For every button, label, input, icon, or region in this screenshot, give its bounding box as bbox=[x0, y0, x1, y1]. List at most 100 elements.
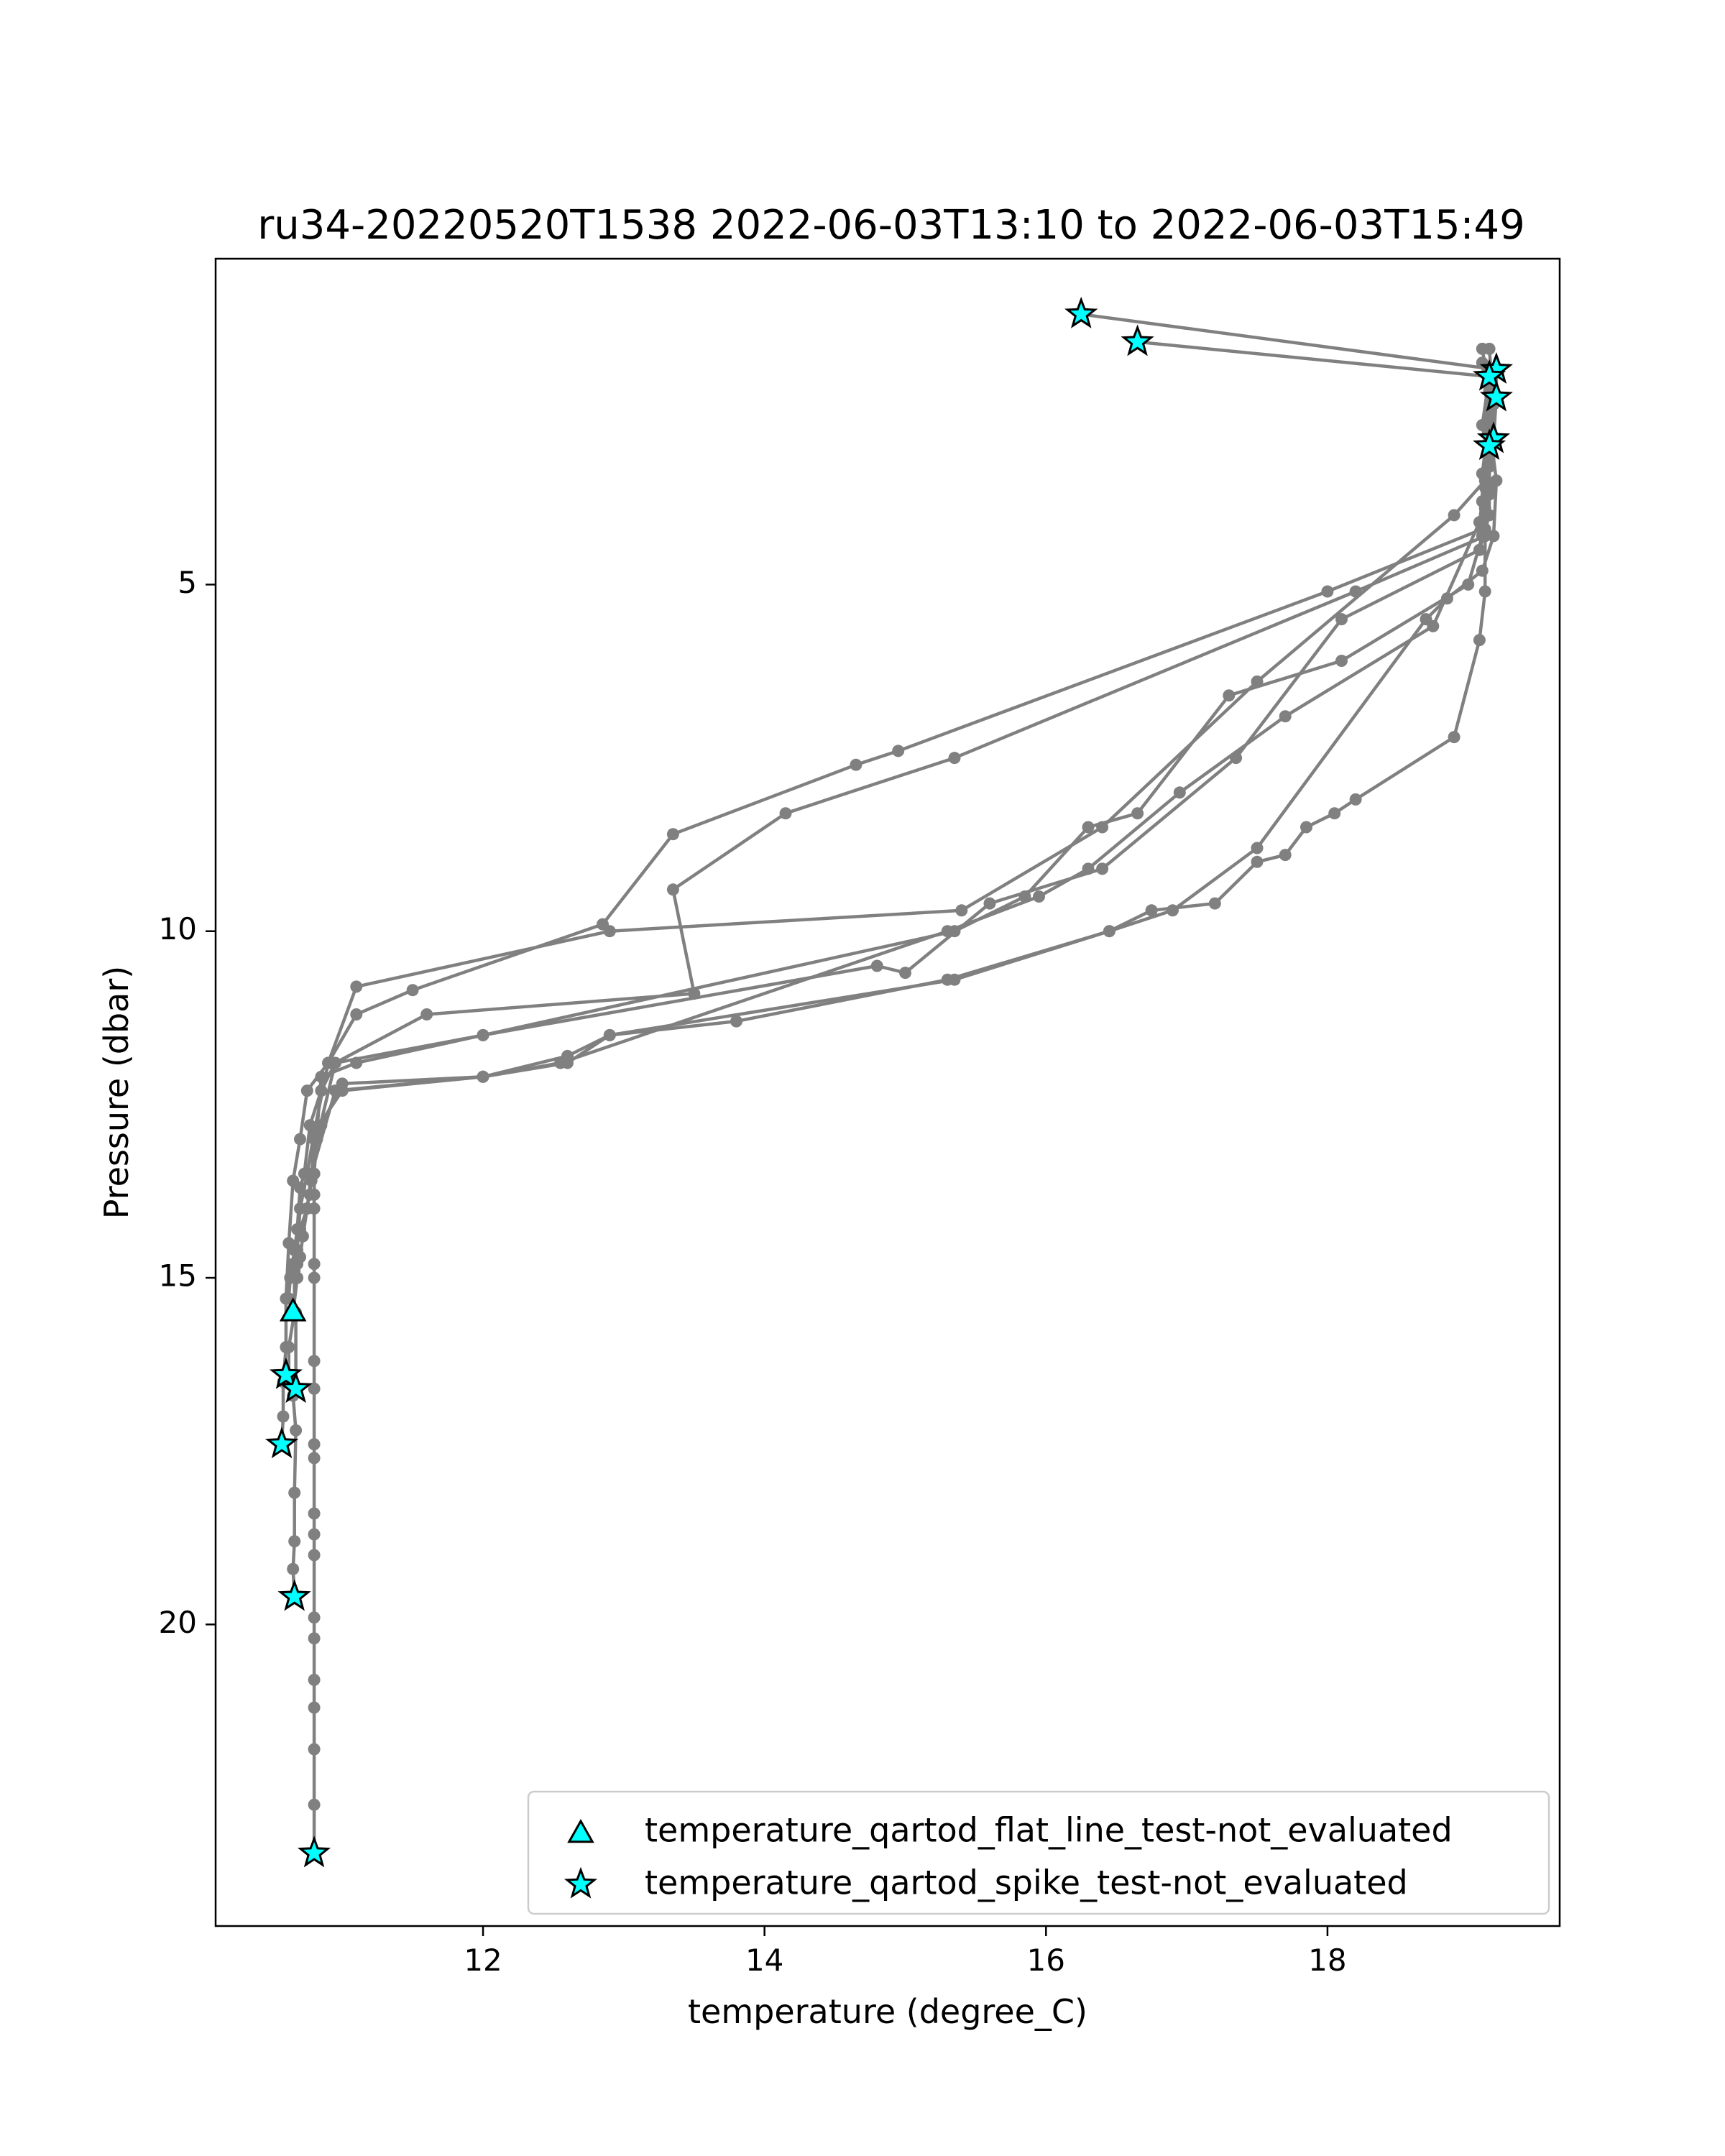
y-tick-label: 10 bbox=[159, 911, 197, 946]
profile-8-point bbox=[300, 1202, 313, 1215]
profile-3-point bbox=[420, 1008, 433, 1021]
profile-4-point bbox=[315, 1070, 328, 1083]
profile-6-point bbox=[1476, 467, 1489, 480]
y-tick-label: 15 bbox=[159, 1258, 197, 1294]
profile-4-point bbox=[983, 897, 996, 910]
legend-markers bbox=[564, 1818, 598, 1899]
profile-6-point bbox=[1279, 710, 1292, 723]
spike-flag-star-marker bbox=[1121, 324, 1154, 356]
profile-2-point bbox=[290, 1424, 303, 1437]
flat-line-flag-triangle-marker bbox=[279, 1297, 307, 1322]
legend-box bbox=[527, 1790, 1550, 1915]
profile-8-point bbox=[1349, 793, 1362, 806]
profile-4-point bbox=[899, 967, 911, 980]
profile-2-point bbox=[288, 1535, 301, 1548]
profile-4-point bbox=[308, 1632, 321, 1645]
profile-8-point bbox=[305, 1174, 318, 1187]
profile-2-point bbox=[282, 1341, 295, 1353]
profile-8-point bbox=[561, 1049, 574, 1062]
profile-4-point bbox=[308, 1507, 321, 1520]
plot-frame bbox=[214, 257, 1561, 1927]
profile-8-point bbox=[336, 1084, 349, 1097]
x-tick-label: 14 bbox=[745, 1943, 783, 1978]
legend-entry-flat-line: temperature_qartod_flat_line_test-not_ev… bbox=[645, 1811, 1453, 1850]
profile-4-point bbox=[1096, 862, 1109, 875]
profile-8-point bbox=[291, 1258, 304, 1271]
spike-flag-star-marker bbox=[279, 1371, 313, 1404]
spike-flag-star-marker bbox=[297, 1835, 331, 1868]
profile-7-point bbox=[1420, 613, 1432, 626]
profile-4-point bbox=[308, 1528, 321, 1541]
spike-flag-star-marker bbox=[1479, 379, 1513, 412]
spike-flag-star-marker bbox=[277, 1579, 311, 1611]
profile-2-point bbox=[850, 758, 862, 771]
profile-4-point bbox=[308, 1798, 321, 1811]
profile-8-point bbox=[1251, 855, 1264, 868]
profile-2-point bbox=[406, 984, 419, 997]
profile-4-point bbox=[308, 1382, 321, 1395]
profile-4-point bbox=[308, 1611, 321, 1624]
profile-4-point bbox=[1335, 613, 1348, 626]
y-tick-label: 20 bbox=[159, 1605, 197, 1640]
profile-6-point bbox=[1082, 862, 1095, 875]
profile-7-point bbox=[730, 1015, 742, 1028]
profile-4-point bbox=[1483, 342, 1496, 355]
profile-4-point bbox=[308, 1438, 321, 1451]
profile-2-point bbox=[597, 918, 609, 931]
profile-1-point bbox=[955, 904, 968, 917]
profile-3-point bbox=[948, 752, 961, 765]
spike-flag-star-marker bbox=[1473, 428, 1506, 461]
profile-7-point bbox=[1440, 592, 1453, 605]
profile-8-point bbox=[603, 1028, 616, 1041]
chart-title: ru34-20220520T1538 2022-06-03T13:10 to 2… bbox=[257, 202, 1524, 249]
profile-2-point bbox=[892, 745, 905, 757]
profile-4-point bbox=[308, 1549, 321, 1562]
profile-8-point bbox=[1279, 849, 1292, 862]
profile-8-point bbox=[308, 1126, 321, 1138]
profile-8-point bbox=[1328, 807, 1341, 820]
profile-6-point bbox=[1476, 495, 1489, 508]
spike-flag-star-marker bbox=[1064, 296, 1098, 328]
profile-8-point bbox=[948, 973, 961, 986]
profile-8-point bbox=[291, 1271, 304, 1284]
legend-triangle-marker bbox=[567, 1818, 594, 1843]
profile-1-point bbox=[350, 980, 363, 993]
profile-4-point bbox=[870, 959, 883, 972]
profile-8-point bbox=[1473, 634, 1486, 647]
profile-7-point bbox=[1251, 842, 1264, 854]
profile-4-point bbox=[308, 1355, 321, 1368]
profile-8-point bbox=[1478, 522, 1491, 535]
spike-flag-star-marker bbox=[264, 1427, 299, 1459]
profile-5-point bbox=[1223, 689, 1236, 702]
profile-4-point bbox=[308, 1743, 321, 1756]
y-axis-label: Pressure (dbar) bbox=[97, 966, 136, 1219]
profile-3-point bbox=[294, 1181, 306, 1194]
profile-6-point bbox=[1173, 786, 1186, 799]
profile-8-point bbox=[1300, 821, 1312, 834]
spike-flag-star-marker bbox=[1473, 359, 1506, 391]
profile-5-point bbox=[1131, 807, 1144, 820]
profile-1-point bbox=[300, 1084, 313, 1097]
profile-1-point bbox=[1448, 509, 1460, 522]
legend-star-marker bbox=[564, 1866, 598, 1899]
profile-8-point bbox=[1478, 585, 1491, 598]
profile-8-point bbox=[1483, 481, 1496, 494]
legend: temperature_qartod_flat_line_test-not_ev… bbox=[527, 1790, 1550, 1915]
profile-4-point bbox=[308, 1258, 321, 1271]
spike-flag-star-marker bbox=[269, 1357, 303, 1389]
profile-8-point bbox=[477, 1070, 489, 1083]
profile-5-point bbox=[477, 1028, 489, 1041]
profile-6-point bbox=[1033, 890, 1045, 903]
profile-4-point bbox=[308, 1701, 321, 1714]
profile-5-point bbox=[328, 1056, 341, 1069]
profile-2-point bbox=[288, 1486, 301, 1499]
profile-8-point bbox=[1145, 904, 1158, 917]
qc-flag-markers bbox=[264, 296, 1513, 1868]
x-tick-label: 12 bbox=[464, 1943, 502, 1978]
profile-4-point bbox=[308, 1674, 321, 1686]
x-axis-ticks: 12 14 16 18 bbox=[464, 1926, 1347, 1978]
profile-5-point bbox=[1335, 655, 1348, 667]
profile-3-point bbox=[666, 883, 679, 896]
profile-8-point bbox=[296, 1230, 309, 1243]
